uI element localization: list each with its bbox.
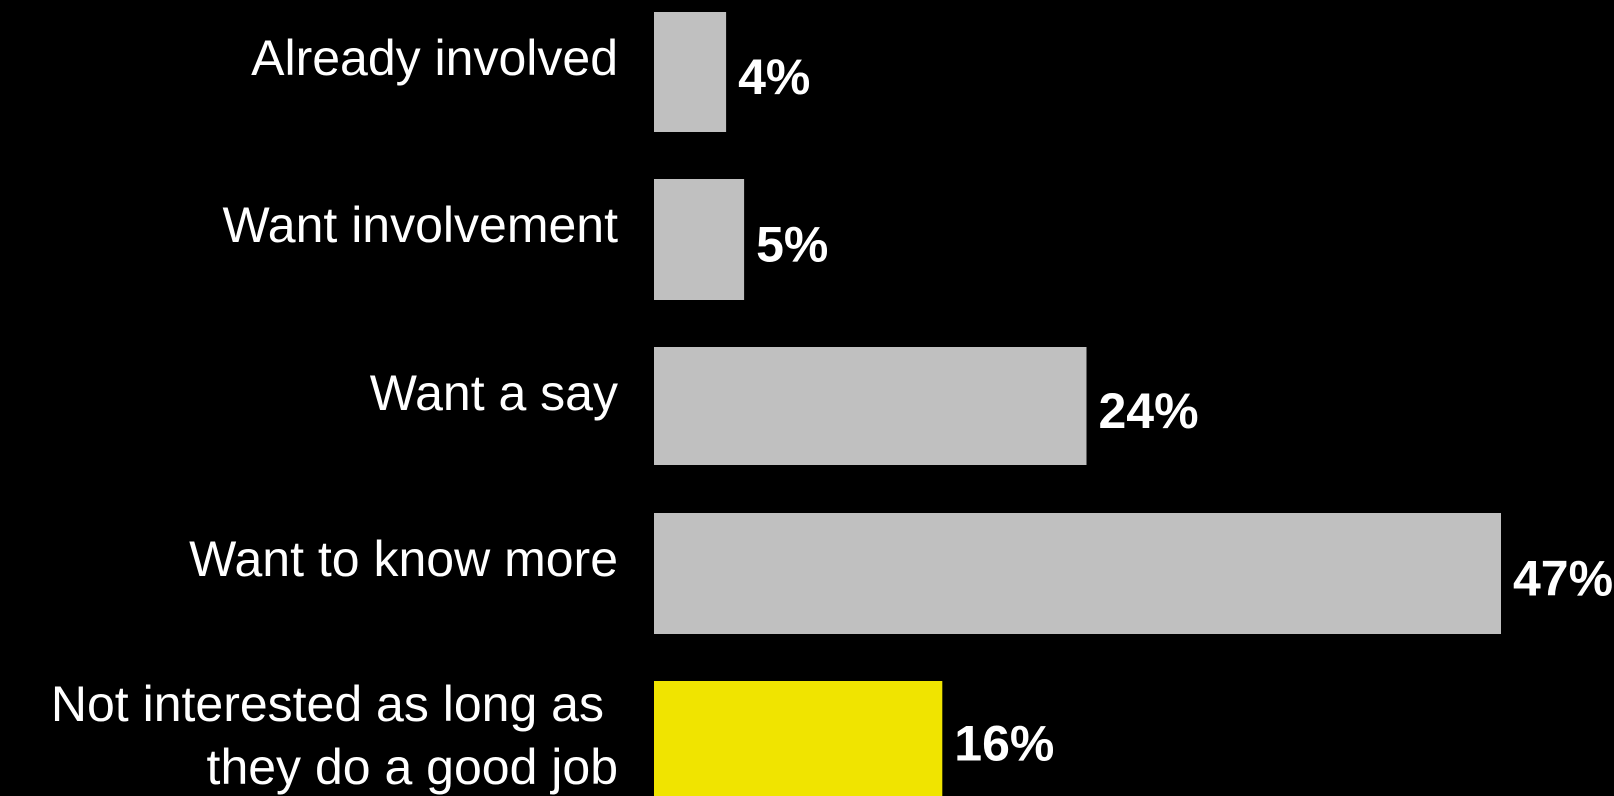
bar-5	[654, 681, 943, 796]
value-label-1: 4%	[738, 49, 810, 105]
bars-group	[654, 12, 1501, 796]
bar-4	[654, 513, 1501, 634]
value-label-2: 5%	[756, 217, 828, 273]
category-label-5: Not interested as long as they do a good …	[51, 676, 618, 795]
category-label-5-line-1: Not interested as long as	[51, 676, 604, 732]
category-label-3: Want a say	[370, 365, 618, 421]
bar-2	[654, 179, 745, 300]
bar-3	[654, 347, 1087, 465]
bar-1	[654, 12, 727, 132]
value-label-3: 24%	[1099, 383, 1199, 439]
category-label-4: Want to know more	[189, 531, 618, 587]
category-label-1: Already involved	[251, 30, 618, 86]
category-labels-group: Already involved Want involvement Want a s…	[51, 30, 618, 795]
value-label-5: 16%	[954, 716, 1054, 772]
category-label-5-line-2: they do a good job	[207, 739, 618, 795]
category-label-2: Want involvement	[222, 197, 618, 253]
value-label-4: 47%	[1513, 551, 1613, 607]
value-labels-group: 4% 5% 24% 47% 16%	[738, 49, 1613, 772]
